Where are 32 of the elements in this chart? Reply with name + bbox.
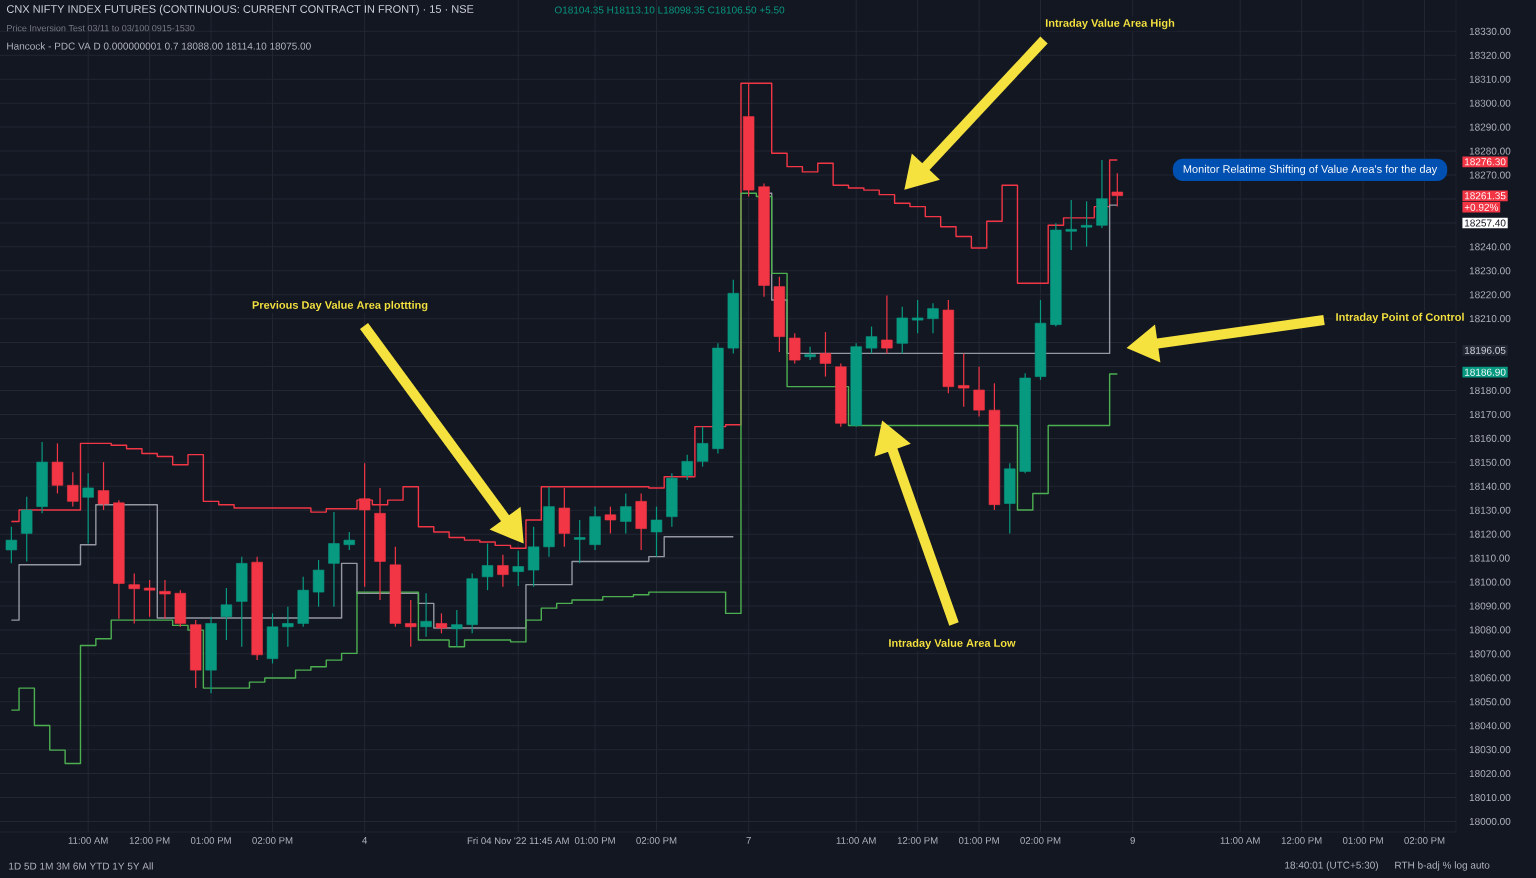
candlestick (896, 306, 908, 354)
candlestick (82, 472, 94, 545)
candlestick (51, 442, 64, 495)
candlestick (512, 550, 524, 587)
candlestick (804, 346, 816, 361)
candlestick (789, 332, 801, 365)
candlestick (312, 559, 325, 608)
candlestick (620, 492, 632, 535)
candlestick (435, 612, 448, 634)
candlestick (635, 492, 647, 551)
candlestick (666, 472, 678, 528)
candlestick (36, 441, 48, 514)
candlestick (881, 294, 893, 354)
candlestick (143, 579, 156, 618)
candlestick (420, 592, 432, 638)
candlestick (865, 325, 878, 354)
candlestick (236, 556, 248, 648)
candlestick (128, 572, 140, 625)
candlestick (405, 599, 417, 648)
candlestick (819, 331, 832, 378)
candlestick (958, 352, 970, 408)
candlestick (604, 506, 617, 535)
candlestick (67, 471, 79, 508)
candlestick (21, 496, 33, 563)
candlestick (220, 587, 233, 641)
candlestick (5, 526, 18, 564)
candlestick (190, 619, 202, 689)
candlestick (205, 616, 217, 694)
candlestick (481, 542, 494, 591)
candlestick (681, 454, 693, 481)
candlestick (497, 554, 509, 588)
candlestick (650, 506, 663, 558)
